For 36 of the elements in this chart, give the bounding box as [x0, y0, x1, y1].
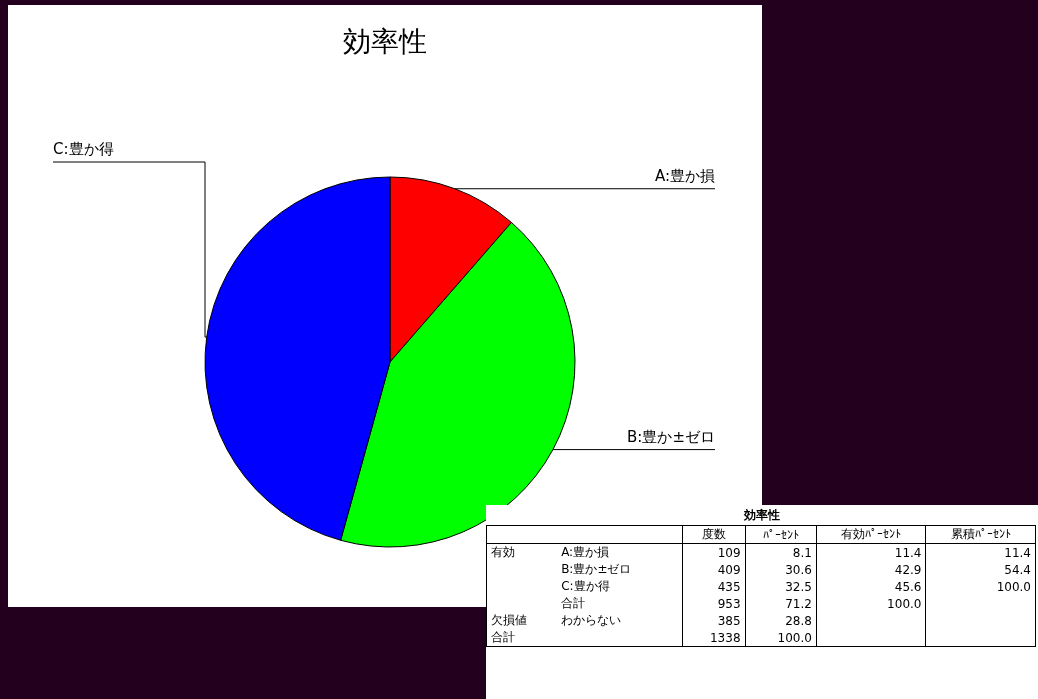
category-label: 合計 — [491, 630, 515, 644]
category-label: 度数 — [682, 525, 746, 544]
category-label: 累積ﾊﾟｰｾﾝﾄ — [925, 525, 1036, 544]
category-label: 有効 — [491, 545, 515, 559]
category-label: A:豊か損 — [561, 545, 610, 559]
category-label: ﾊﾟｰｾﾝﾄ — [745, 525, 817, 544]
text: 30.6 — [785, 562, 812, 577]
text: 42.9 — [894, 562, 922, 577]
text: 100.0 — [996, 579, 1031, 594]
category-label: わからない — [561, 613, 622, 627]
text: 効率性 — [743, 507, 781, 524]
text: 385 — [717, 613, 741, 628]
slice-label: B:豊か±ゼロ — [627, 427, 715, 446]
text: 32.5 — [785, 579, 812, 594]
text: 54.4 — [1004, 562, 1031, 577]
category-label: 有効ﾊﾟｰｾﾝﾄ — [816, 525, 926, 544]
category-label: 欠損値 — [491, 613, 527, 627]
text: 435 — [717, 579, 741, 594]
text: 45.6 — [894, 579, 922, 594]
text: 100.0 — [887, 596, 922, 611]
category-label: 合計 — [561, 596, 586, 610]
text: 109 — [717, 545, 741, 560]
text: 1338 — [709, 630, 741, 645]
text: 28.8 — [785, 613, 812, 628]
category-label: B:豊か±ゼロ — [561, 562, 632, 576]
category-label: C:豊か得 — [561, 579, 610, 593]
text: 11.4 — [1004, 545, 1031, 560]
chart-title: 効率性 — [342, 24, 428, 60]
text: 409 — [717, 562, 741, 577]
slice-label: A:豊か損 — [654, 166, 715, 185]
text: 8.1 — [792, 545, 812, 560]
text: 953 — [717, 596, 741, 611]
slice-label: C:豊か得 — [53, 140, 114, 158]
text: 71.2 — [785, 596, 812, 611]
text: 100.0 — [777, 630, 812, 645]
text: 11.4 — [894, 545, 922, 560]
